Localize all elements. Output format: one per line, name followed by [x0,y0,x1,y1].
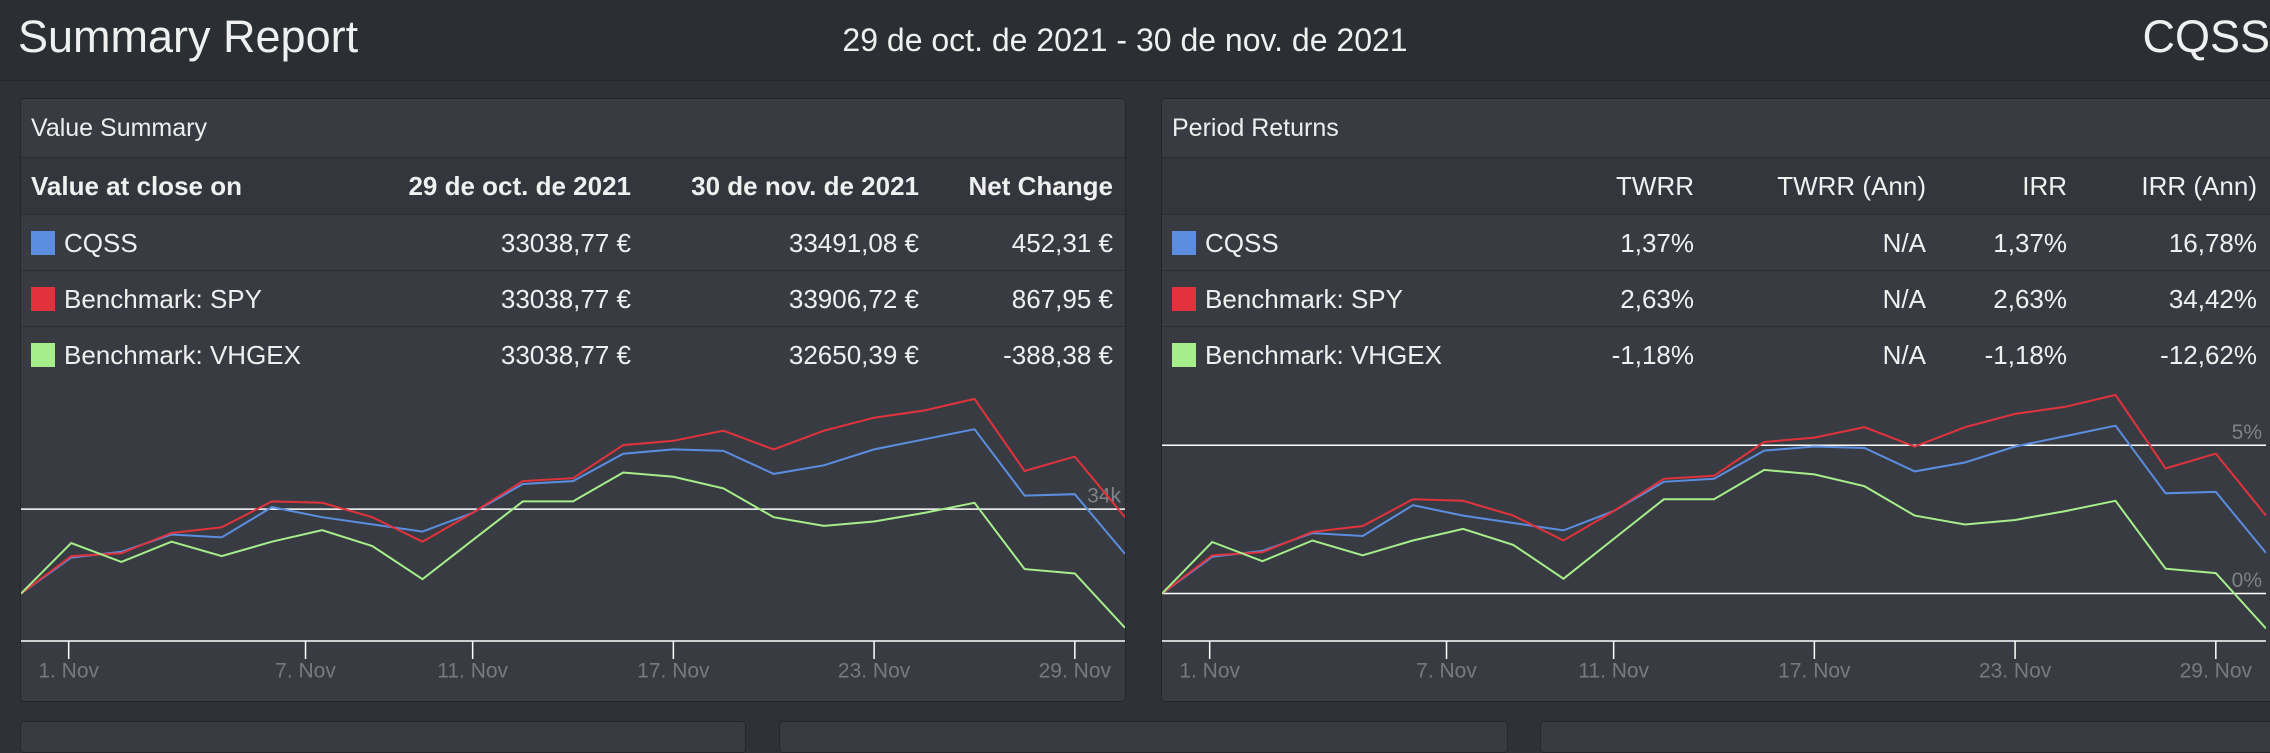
x-tick-label: 7. Nov [275,660,336,683]
row-label: Benchmark: VHGEX [64,340,301,370]
panel-title: Value Summary [31,114,207,142]
cell-value: -1,18% [1984,340,2067,370]
cell-value: 452,31 € [1011,228,1113,258]
legend-swatch [31,231,55,255]
x-tick-label: 1. Nov [1179,660,1240,683]
x-tick-label: 1. Nov [38,660,99,683]
column-header: IRR [2022,171,2067,201]
cell-value: 2,63% [1620,284,1694,314]
legend-swatch [1172,343,1196,367]
legend-swatch [1172,231,1196,255]
report-title: Summary Report [18,11,359,62]
cell-value: -1,18% [1611,340,1694,370]
cell-value: 1,37% [1993,228,2067,258]
y-tick-label: 34k [1087,485,1121,508]
table-header: Value at close on 29 de oct. de 2021 30 de… [21,157,1125,214]
cell-value: -388,38 € [1003,340,1113,370]
cell-value: 32650,39 € [788,340,919,370]
cell-value: 33038,77 € [500,284,631,314]
value-summary-panel: Value Summary Value at close on 29 de oct.… [20,98,1126,702]
x-tick-label: 11. Nov [437,660,508,683]
legend-swatch [31,287,55,311]
cell-value: 33038,77 € [500,340,631,370]
column-header: Value at close on [31,171,242,201]
x-tick-label: 29. Nov [1039,660,1112,683]
cell-value: N/A [1882,340,1926,370]
series-line [1162,468,2266,630]
chart: 34k 1. Nov 7. Nov 11. Nov 17. Nov 23. Nov 29. … [21,397,1125,683]
row-label: Benchmark: SPY [64,284,262,314]
cell-value: 34,42% [2168,284,2257,314]
series-line [21,397,1125,595]
panel-title: Period Returns [1172,114,1339,142]
x-tick-label: 17. Nov [1778,660,1851,683]
cell-value: 2,63% [1993,284,2067,314]
column-header: IRR (Ann) [2141,171,2257,201]
header-bar: Summary Report 29 de oct. de 2021 - 30 d… [0,0,2270,81]
column-header: 29 de oct. de 2021 [408,171,631,201]
period-returns-panel: Period Returns TWRR TWRR (Ann) IRR IRR (Ann)… [1161,98,2270,702]
panel-stub [779,721,1508,753]
column-header: TWRR [1616,171,1694,201]
row-label: Benchmark: SPY [1205,284,1403,314]
y-tick-label: 0% [2232,569,2262,592]
x-tick-label: 11. Nov [1578,660,1649,683]
panel-stub [20,721,746,753]
cell-value: N/A [1882,228,1926,258]
column-header: TWRR (Ann) [1777,171,1926,201]
panel-stub [1540,721,2270,753]
chart: 0% 5% 1. Nov 7. Nov 11. Nov 17. Nov 23. Nov 29.… [1162,393,2266,683]
legend-swatch [31,343,55,367]
row-label: CQSS [1205,228,1279,258]
cell-value: N/A [1882,284,1926,314]
account-name: CQSS [2142,11,2270,62]
x-tick-label: 7. Nov [1416,660,1477,683]
series-line [1162,393,2266,595]
table-row: Benchmark: SPY 2,63% N/A 2,63% 34,42% [1162,270,2270,327]
table-row: Benchmark: VHGEX 33038,77 € 32650,39 € -388… [21,326,1125,383]
cell-value: 33038,77 € [500,228,631,258]
x-tick-label: 23. Nov [1979,660,2052,683]
cell-value: 1,37% [1620,228,1694,258]
date-range: 29 de oct. de 2021 - 30 de nov. de 2021 [842,22,1408,58]
cell-value: -12,62% [2160,340,2257,370]
column-header: 30 de nov. de 2021 [691,171,919,201]
x-tick-label: 23. Nov [838,660,911,683]
table-row: CQSS 1,37% N/A 1,37% 16,78% [1162,214,2270,271]
row-label: CQSS [64,228,138,258]
row-label: Benchmark: VHGEX [1205,340,1442,370]
table-row: Benchmark: SPY 33038,77 € 33906,72 € 867,95… [21,270,1125,327]
x-tick-label: 17. Nov [637,660,710,683]
y-tick-label: 5% [2232,421,2262,444]
series-line [1162,424,2266,595]
cell-value: 33491,08 € [788,228,919,258]
cell-value: 33906,72 € [788,284,919,314]
table-row: CQSS 33038,77 € 33491,08 € 452,31 € [21,214,1125,271]
series-line [21,471,1125,629]
legend-swatch [1172,287,1196,311]
cell-value: 16,78% [2168,228,2257,258]
cell-value: 867,95 € [1011,284,1113,314]
series-line [21,428,1125,595]
x-tick-label: 29. Nov [2180,660,2253,683]
column-header: Net Change [968,171,1113,201]
table-header: TWRR TWRR (Ann) IRR IRR (Ann) [1162,157,2270,214]
table-row: Benchmark: VHGEX -1,18% N/A -1,18% -12,62% [1162,326,2270,383]
